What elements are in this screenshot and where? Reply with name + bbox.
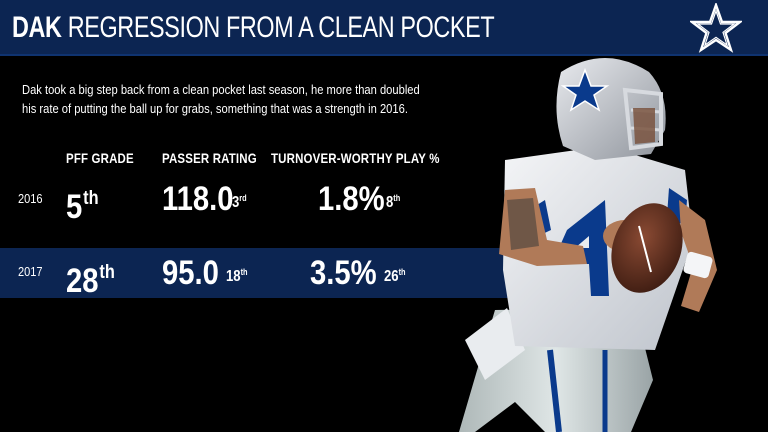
cowboys-star-icon bbox=[690, 3, 742, 53]
column-header-passer-rating: PASSER RATING bbox=[162, 150, 257, 166]
pff-grade-suffix: th bbox=[83, 188, 99, 209]
column-header-turnover: TURNOVER-WORTHY PLAY % bbox=[271, 150, 440, 166]
page-title: DAK REGRESSION FROM A CLEAN POCKET bbox=[12, 10, 495, 46]
turnover-rank: 26th bbox=[384, 267, 406, 286]
turnover-value: 1.8% bbox=[318, 180, 385, 218]
pff-grade-number: 5 bbox=[66, 188, 83, 226]
passer-rating-rank-number: 18 bbox=[226, 268, 241, 285]
quarterback-player-photo bbox=[459, 58, 717, 432]
turnover-rank-suffix: th bbox=[393, 193, 401, 203]
turnover-rank: 8th bbox=[386, 193, 400, 212]
header-bar: DAK REGRESSION FROM A CLEAN POCKET bbox=[0, 0, 768, 56]
passer-rating-rank-suffix: rd bbox=[239, 193, 247, 203]
pff-grade-number: 28 bbox=[66, 262, 99, 300]
turnover-rank-number: 8 bbox=[386, 194, 394, 211]
intro-text: Dak took a big step back from a clean po… bbox=[22, 82, 420, 116]
turnover-rank-number: 26 bbox=[384, 268, 399, 285]
passer-rating-value: 118.0 bbox=[162, 180, 234, 218]
turnover-value: 3.5% bbox=[310, 254, 377, 292]
passer-rating-rank: 3rd bbox=[232, 193, 247, 212]
stats-row-2016: 2016 5th 118.0 3rd 1.8% 8th bbox=[0, 175, 520, 227]
title-bold: DAK bbox=[12, 11, 62, 44]
row-year: 2017 bbox=[18, 264, 43, 279]
pff-grade-value: 5th bbox=[66, 179, 99, 227]
turnover-rank-suffix: th bbox=[398, 267, 406, 277]
column-header-pff-grade: PFF GRADE bbox=[66, 150, 134, 166]
title-rest: REGRESSION FROM A CLEAN POCKET bbox=[67, 11, 495, 44]
pff-grade-suffix: th bbox=[99, 262, 115, 283]
passer-rating-rank: 18th bbox=[226, 267, 248, 286]
passer-rating-value: 95.0 bbox=[162, 254, 219, 292]
row-year: 2016 bbox=[18, 191, 43, 206]
passer-rating-rank-suffix: th bbox=[240, 267, 248, 277]
pff-grade-value: 28th bbox=[66, 253, 115, 301]
stats-row-2017: 2017 28th 95.0 18th 3.5% 26th bbox=[0, 248, 520, 301]
passer-rating-rank-number: 3 bbox=[232, 194, 240, 211]
